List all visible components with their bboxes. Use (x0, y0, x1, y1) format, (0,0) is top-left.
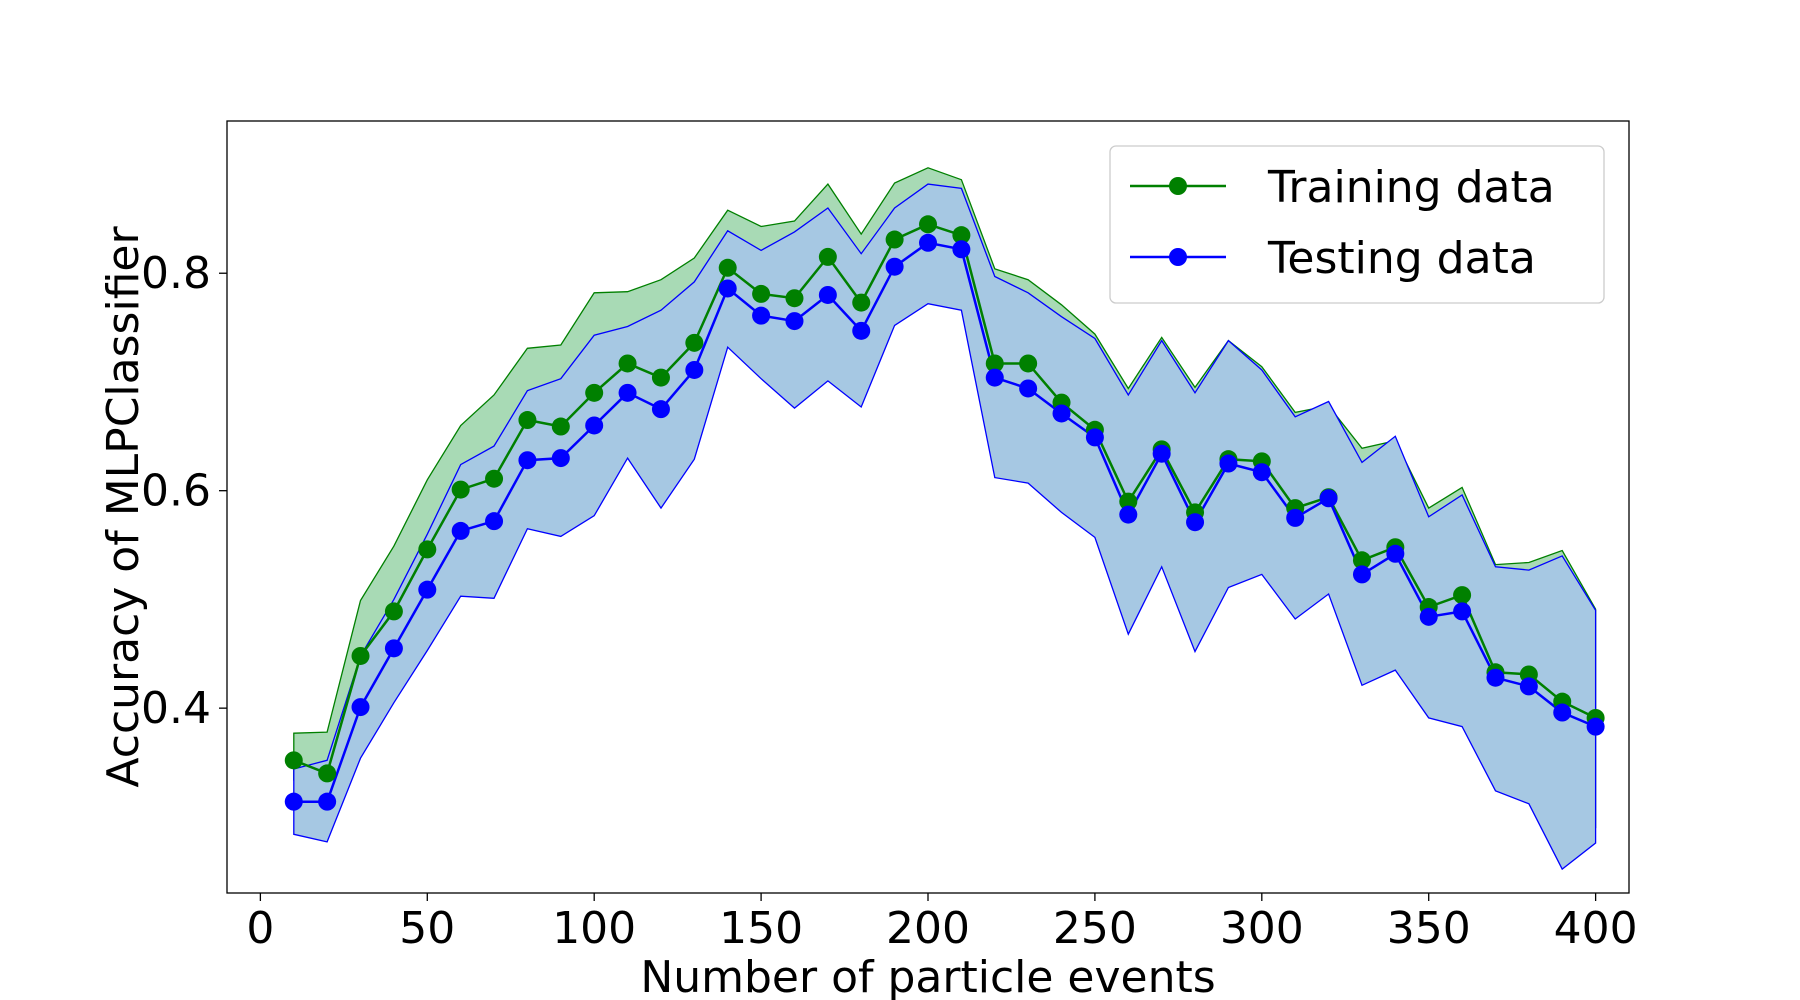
point-series-1-320 (1319, 489, 1338, 508)
legend: Training data Testing data (1109, 145, 1605, 304)
point-series-1-310 (1286, 508, 1305, 527)
point-series-1-90 (551, 449, 570, 468)
point-series-0-120 (651, 368, 670, 387)
point-series-0-160 (785, 289, 804, 308)
point-series-0-140 (718, 258, 737, 277)
point-series-0-130 (685, 333, 704, 352)
point-series-1-150 (752, 306, 771, 325)
point-series-1-370 (1486, 668, 1505, 687)
x-tick-label-50: 50 (399, 903, 455, 954)
point-series-0-50 (418, 540, 437, 559)
point-series-1-280 (1186, 513, 1205, 532)
point-series-0-190 (885, 230, 904, 249)
point-series-1-190 (885, 257, 904, 276)
y-tick-label-0.8: 0.8 (141, 248, 211, 299)
data-lines (293, 222, 1597, 803)
point-series-0-200 (919, 215, 937, 234)
x-tick-label-0: 0 (246, 903, 274, 954)
point-series-1-40 (384, 639, 403, 658)
point-series-1-100 (585, 416, 604, 435)
point-series-1-360 (1453, 602, 1472, 621)
point-series-0-20 (318, 764, 337, 783)
point-series-1-140 (718, 279, 737, 298)
legend-label-series-1: Testing data (1267, 233, 1536, 284)
legend-label-series-0: Training data (1267, 162, 1555, 213)
point-series-0-210 (952, 226, 971, 245)
point-series-1-300 (1252, 463, 1271, 482)
x-tick-label-100: 100 (552, 903, 636, 954)
point-series-1-390 (1553, 703, 1572, 722)
point-series-1-220 (985, 368, 1004, 387)
point-series-1-170 (818, 285, 837, 304)
point-series-0-100 (585, 383, 604, 402)
y-tick-label-0.6: 0.6 (141, 466, 211, 517)
point-series-1-10 (284, 792, 303, 811)
point-series-0-80 (518, 411, 537, 430)
x-tick-label-400: 400 (1554, 903, 1638, 954)
point-series-0-360 (1453, 586, 1472, 605)
point-series-1-400 (1586, 717, 1605, 736)
point-series-1-210 (952, 240, 971, 259)
point-series-0-230 (1019, 354, 1038, 373)
line-series-0 (293, 222, 1597, 776)
point-series-0-30 (351, 646, 370, 665)
y-axis-ticks: 0.4 0.6 0.8 (141, 248, 227, 734)
x-axis-label: Number of particle events (640, 952, 1215, 1000)
legend-marker-series-0 (1169, 177, 1187, 195)
point-series-1-240 (1052, 404, 1071, 423)
point-series-1-120 (651, 400, 670, 419)
x-axis-ticks: 0 50 100 150 200 250 300 350 400 (246, 893, 1638, 954)
x-tick-label-150: 150 (719, 903, 803, 954)
point-series-1-60 (451, 521, 470, 540)
x-tick-label-200: 200 (886, 903, 970, 954)
point-series-0-10 (284, 751, 303, 770)
point-series-0-330 (1352, 551, 1371, 570)
legend-box (1109, 145, 1605, 304)
line-series-1 (293, 241, 1597, 803)
x-tick-label-250: 250 (1053, 903, 1137, 954)
point-series-0-70 (485, 469, 504, 488)
point-series-1-270 (1152, 444, 1171, 463)
x-tick-label-300: 300 (1220, 903, 1304, 954)
point-series-1-350 (1419, 607, 1438, 626)
band-series-1 (293, 183, 1597, 871)
point-series-0-180 (852, 293, 871, 312)
point-series-1-330 (1352, 565, 1371, 584)
point-series-0-40 (384, 602, 403, 621)
point-series-1-70 (485, 512, 504, 531)
point-series-1-180 (852, 321, 871, 340)
data-markers (284, 215, 1605, 811)
point-series-1-30 (351, 698, 370, 717)
point-series-1-200 (919, 233, 937, 252)
point-series-1-110 (618, 383, 637, 402)
point-series-1-260 (1119, 505, 1138, 524)
point-series-1-80 (518, 451, 537, 470)
point-series-0-110 (618, 354, 637, 373)
y-tick-label-0.4: 0.4 (141, 683, 211, 734)
point-series-1-380 (1519, 677, 1538, 696)
point-series-1-50 (418, 580, 437, 599)
point-series-1-20 (318, 792, 337, 811)
point-series-1-130 (685, 360, 704, 379)
point-series-0-220 (985, 354, 1004, 373)
legend-marker-series-1 (1169, 248, 1187, 266)
y-axis-label: Accuracy of MLPClassifier (98, 226, 149, 788)
confidence-bands (293, 167, 1597, 871)
point-series-0-150 (752, 284, 771, 303)
point-series-1-230 (1019, 379, 1038, 398)
point-series-1-250 (1085, 428, 1104, 447)
point-series-0-260 (1119, 492, 1138, 511)
x-tick-label-350: 350 (1387, 903, 1471, 954)
point-series-0-90 (551, 417, 570, 436)
point-series-1-290 (1219, 454, 1238, 473)
point-series-0-170 (818, 247, 837, 266)
point-series-1-340 (1386, 544, 1405, 563)
point-series-0-60 (451, 480, 470, 499)
point-series-1-160 (785, 312, 804, 331)
